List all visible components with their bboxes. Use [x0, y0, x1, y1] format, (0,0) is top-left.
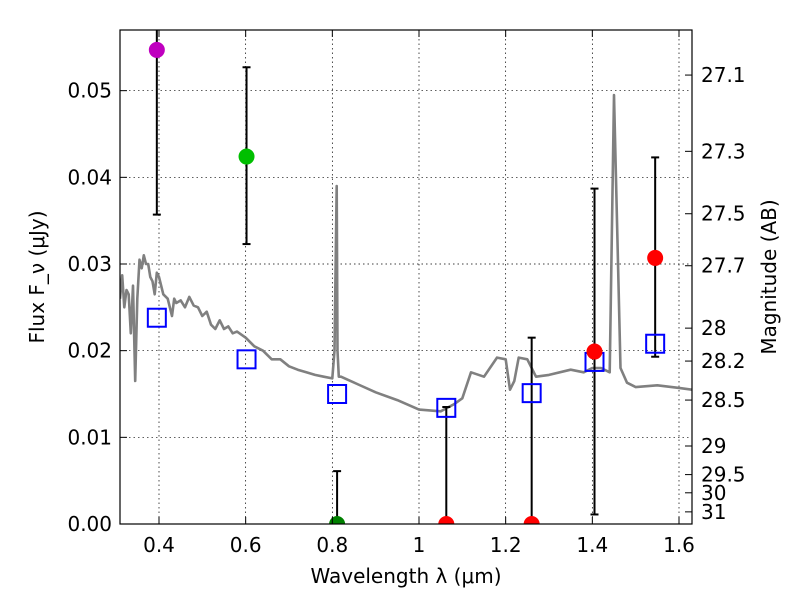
x-tick-label: 1.2 [490, 533, 522, 557]
observed-flux-point [148, 41, 165, 58]
model-photometry-point [236, 349, 257, 370]
y-tick-label: 0.05 [67, 79, 112, 103]
x-tick-label: 0.6 [230, 533, 262, 557]
x-tick-label: 0.4 [143, 533, 175, 557]
y2-axis-title: Magnitude (AB) [757, 199, 781, 354]
y-tick-label: 0.00 [67, 512, 112, 536]
axis-tick-labels: 0.4 0.6 0.8 1 1.2 1.4 1.6 0.00 0.01 0.02 0.03 0.04 0… [67, 63, 745, 557]
y-tick-label: 0.04 [67, 165, 112, 189]
x-tick-label: 1.6 [663, 533, 695, 557]
model-spectrum-line [120, 93, 692, 413]
plot-area [120, 30, 692, 524]
observed-flux-point [586, 343, 603, 360]
mag-tick-label: 27.3 [701, 139, 746, 163]
model-photometry-point [436, 397, 457, 418]
mag-tick-label: 27.7 [701, 254, 746, 278]
model-photometry-point [146, 307, 167, 328]
x-tick-label: 0.8 [316, 533, 348, 557]
y-tick-label: 0.02 [67, 339, 112, 363]
model-photometry-point [645, 333, 666, 354]
observed-flux-point [647, 249, 664, 266]
mag-tick-label: 28.2 [701, 349, 746, 373]
mag-tick-label: 29.5 [701, 463, 746, 487]
mag-tick-label: 28 [701, 316, 726, 340]
y-axis-title: Flux F_ν (μJy) [25, 210, 49, 343]
mag-tick-label: 27.5 [701, 202, 746, 226]
model-photometry-point [327, 384, 348, 404]
mag-tick-label: 27.1 [701, 63, 746, 87]
mag-tick-label: 28.5 [701, 388, 746, 412]
mag-tick-label: 29 [701, 434, 726, 458]
x-axis-title: Wavelength λ (μm) [310, 564, 501, 588]
grid [120, 30, 692, 524]
y-tick-label: 0.01 [67, 425, 112, 449]
x-tick-label: 1.4 [576, 533, 608, 557]
observed-flux-point [523, 516, 540, 524]
axes-frame [119, 29, 693, 525]
observed-flux-point [238, 148, 255, 165]
observed-flux-point [329, 516, 346, 524]
axis-ticks [120, 30, 692, 525]
mag-tick-label: 30 [701, 481, 726, 505]
y-tick-label: 0.03 [67, 252, 112, 276]
model-photometry-point [521, 383, 542, 404]
mag-tick-label: 31 [701, 500, 726, 524]
observed-flux-point [438, 516, 455, 524]
x-tick-label: 1 [413, 533, 426, 557]
